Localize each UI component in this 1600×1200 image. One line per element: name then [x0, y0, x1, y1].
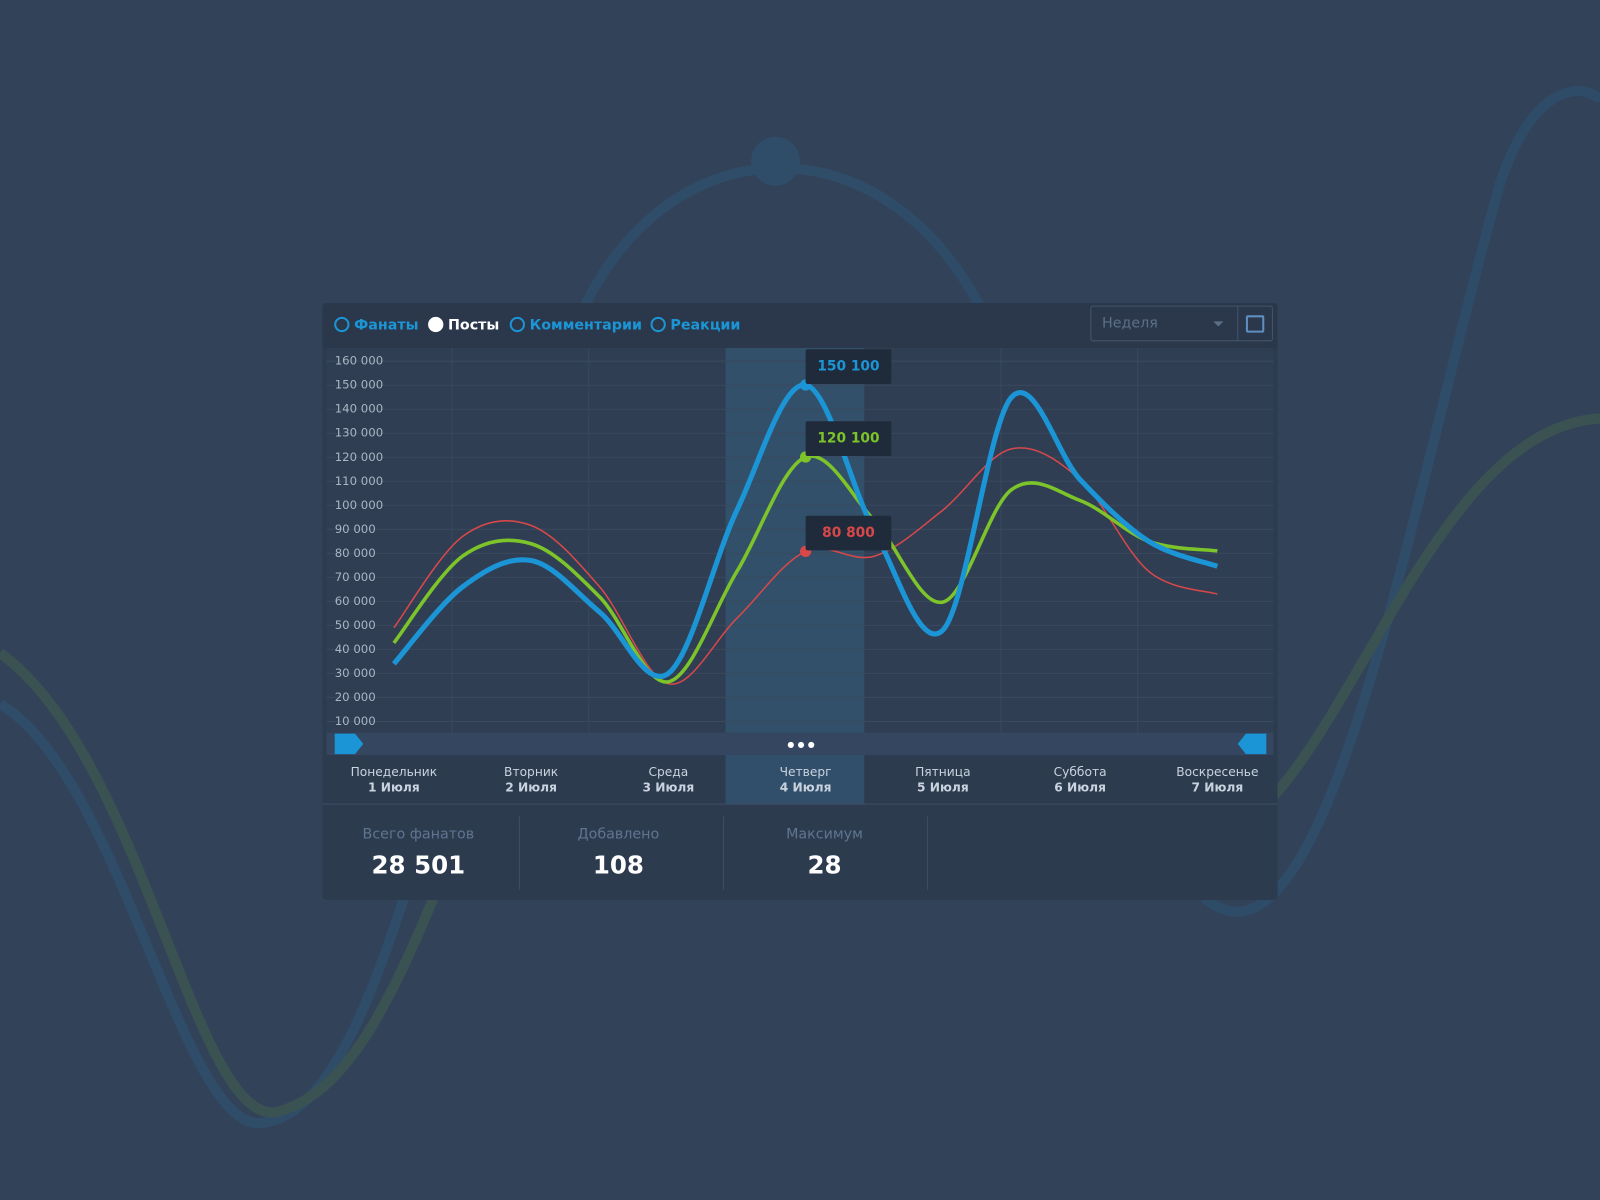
stat-label: Максимум [786, 827, 863, 843]
x-tick-date: 3 Июля [643, 780, 695, 794]
y-tick-label: 20 000 [335, 690, 376, 704]
y-tick-label: 30 000 [335, 666, 376, 680]
y-tick-label: 160 000 [335, 354, 383, 368]
tab-label[interactable]: Фанаты [354, 318, 418, 334]
y-tick-label: 150 000 [335, 378, 383, 392]
tooltip-label: 150 100 [817, 359, 879, 375]
x-tick-label: Понедельник [351, 765, 438, 779]
x-tick-date: 2 Июля [505, 780, 557, 794]
x-tick-date: 1 Июля [368, 780, 420, 794]
dropdown-label: Неделя [1102, 315, 1158, 331]
x-tick-label: Суббота [1054, 765, 1107, 779]
tooltip-label: 80 800 [822, 525, 875, 541]
x-tick-label: Вторник [504, 765, 558, 779]
tab-label[interactable]: Комментарии [530, 318, 642, 334]
x-tick-label: Воскресенье [1176, 765, 1258, 779]
stats: Всего фанатов 28 501 Добавлено 108 Максимум 2… [363, 827, 863, 880]
x-tick-date: 6 Июля [1054, 780, 1106, 794]
y-tick-label: 80 000 [335, 546, 376, 560]
series-line [391, 382, 1219, 679]
y-tick-label: 70 000 [335, 570, 376, 584]
y-tick-label: 110 000 [335, 474, 383, 488]
stat-value: 108 [593, 850, 644, 879]
tab-radio[interactable] [428, 316, 444, 333]
chart: 10 000 20 000 30 000 40 000 50 000 60 000 70 0… [326, 347, 1274, 805]
calendar-icon[interactable] [1245, 315, 1265, 333]
stat-value: 28 [807, 850, 841, 879]
y-tick-label: 50 000 [335, 618, 376, 632]
tooltip-box [805, 421, 892, 457]
stat-value: 28 501 [372, 850, 466, 879]
tab-label[interactable]: Посты [448, 318, 499, 334]
x-tick-label: Среда [648, 765, 688, 779]
stat-label: Добавлено [577, 827, 659, 843]
dropdown[interactable] [1090, 305, 1273, 342]
y-tick-label: 40 000 [335, 642, 376, 656]
y-tick-label: 90 000 [335, 522, 376, 536]
x-tick-label: Четверг [780, 765, 832, 779]
y-tick-label: 140 000 [335, 402, 383, 416]
scroll-handle-left[interactable] [334, 733, 364, 755]
tab-radio[interactable] [334, 316, 350, 333]
tabs: Фанаты Посты Комментарии Реакции [334, 316, 740, 334]
x-tick-date: 5 Июля [917, 780, 969, 794]
tab-radio[interactable] [509, 316, 525, 333]
tooltip-label: 120 100 [817, 431, 879, 447]
y-tick-label: 120 000 [335, 450, 383, 464]
x-tick-date: 4 Июля [780, 780, 832, 794]
tooltip-box [805, 515, 892, 551]
stat-dividers [518, 816, 929, 890]
y-tick-label: 100 000 [335, 498, 383, 512]
scroll-handle-right[interactable] [1237, 733, 1267, 755]
x-tick-date: 7 Июля [1191, 780, 1243, 794]
tab-radio[interactable] [650, 316, 666, 333]
stat-label: Всего фанатов [363, 827, 475, 843]
card-header [322, 303, 1278, 348]
tab-label[interactable]: Реакции [670, 318, 740, 334]
tooltip-box [805, 349, 892, 384]
y-tick-label: 130 000 [335, 426, 383, 440]
x-tick-label: Пятница [915, 765, 970, 779]
y-tick-label: 10 000 [335, 714, 376, 728]
scroll-dots[interactable] [787, 741, 815, 748]
y-tick-label: 60 000 [335, 594, 376, 608]
dropdown-arrow [1213, 321, 1224, 327]
